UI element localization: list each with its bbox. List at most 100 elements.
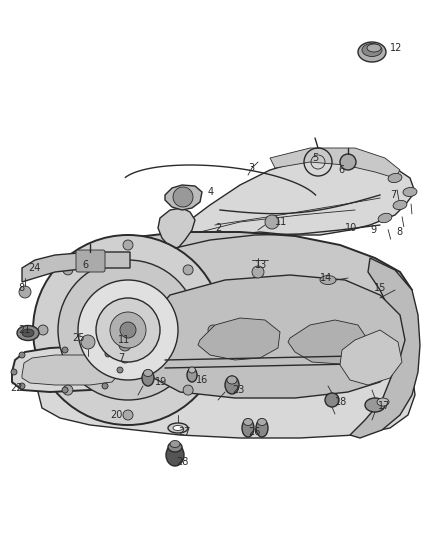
Polygon shape xyxy=(38,326,415,438)
Ellipse shape xyxy=(393,200,407,209)
Polygon shape xyxy=(12,346,130,392)
Text: 3: 3 xyxy=(248,163,254,173)
Circle shape xyxy=(123,410,133,420)
Circle shape xyxy=(183,385,193,395)
Text: 15: 15 xyxy=(374,283,386,293)
FancyBboxPatch shape xyxy=(76,250,105,272)
Text: 7: 7 xyxy=(390,190,396,200)
Circle shape xyxy=(265,215,279,229)
Circle shape xyxy=(19,286,31,298)
Circle shape xyxy=(208,325,218,335)
Ellipse shape xyxy=(227,376,237,384)
Ellipse shape xyxy=(170,440,180,448)
Circle shape xyxy=(252,266,264,278)
Ellipse shape xyxy=(166,444,184,466)
Text: 27: 27 xyxy=(178,427,191,437)
Ellipse shape xyxy=(367,44,381,52)
Ellipse shape xyxy=(378,213,392,223)
Circle shape xyxy=(38,325,48,335)
Text: 9: 9 xyxy=(370,225,376,235)
Circle shape xyxy=(19,383,25,389)
Polygon shape xyxy=(40,232,412,335)
Polygon shape xyxy=(175,155,415,248)
Ellipse shape xyxy=(320,276,336,285)
Text: 10: 10 xyxy=(345,223,357,233)
Text: 28: 28 xyxy=(176,457,188,467)
Circle shape xyxy=(19,352,25,358)
Ellipse shape xyxy=(242,419,254,437)
Circle shape xyxy=(120,322,136,338)
Circle shape xyxy=(183,265,193,275)
Ellipse shape xyxy=(244,418,252,425)
Text: 11: 11 xyxy=(118,335,130,345)
Ellipse shape xyxy=(403,188,417,197)
Text: 5: 5 xyxy=(312,153,318,163)
Ellipse shape xyxy=(362,44,382,56)
Text: 11: 11 xyxy=(275,217,287,227)
Polygon shape xyxy=(350,258,420,438)
Text: 7: 7 xyxy=(118,353,124,363)
Ellipse shape xyxy=(22,329,34,337)
Circle shape xyxy=(117,367,123,373)
Text: 26: 26 xyxy=(248,427,260,437)
Circle shape xyxy=(123,240,133,250)
Circle shape xyxy=(173,187,193,207)
Polygon shape xyxy=(138,275,405,398)
Polygon shape xyxy=(198,318,280,360)
Text: 16: 16 xyxy=(196,375,208,385)
Circle shape xyxy=(63,385,73,395)
Polygon shape xyxy=(22,355,118,385)
Text: 6: 6 xyxy=(82,260,88,270)
Text: 6: 6 xyxy=(338,165,344,175)
Polygon shape xyxy=(288,320,368,364)
Circle shape xyxy=(119,339,131,351)
Text: 25: 25 xyxy=(72,333,85,343)
Ellipse shape xyxy=(377,398,389,406)
Ellipse shape xyxy=(168,442,182,452)
Circle shape xyxy=(62,347,68,353)
Text: 8: 8 xyxy=(396,227,402,237)
Text: 14: 14 xyxy=(320,273,332,283)
Text: 2: 2 xyxy=(215,223,221,233)
Polygon shape xyxy=(165,185,202,210)
Polygon shape xyxy=(340,330,402,385)
Text: 20: 20 xyxy=(110,410,122,420)
Text: 8: 8 xyxy=(18,283,24,293)
Circle shape xyxy=(96,298,160,362)
Circle shape xyxy=(340,154,356,170)
Text: 13: 13 xyxy=(255,260,267,270)
Circle shape xyxy=(325,393,339,407)
Ellipse shape xyxy=(168,423,188,433)
Circle shape xyxy=(11,369,17,375)
Text: 23: 23 xyxy=(232,385,244,395)
Circle shape xyxy=(120,353,130,363)
Circle shape xyxy=(63,265,73,275)
Ellipse shape xyxy=(188,367,195,373)
Ellipse shape xyxy=(256,419,268,437)
Ellipse shape xyxy=(258,418,266,425)
Polygon shape xyxy=(158,208,195,248)
Circle shape xyxy=(58,260,198,400)
Circle shape xyxy=(110,312,146,348)
Ellipse shape xyxy=(225,376,239,394)
Ellipse shape xyxy=(17,326,39,341)
Polygon shape xyxy=(270,148,400,178)
Circle shape xyxy=(62,387,68,393)
Circle shape xyxy=(78,280,178,380)
Text: 19: 19 xyxy=(155,377,167,387)
Text: 22: 22 xyxy=(10,383,22,393)
Circle shape xyxy=(81,335,95,349)
Text: 18: 18 xyxy=(335,397,347,407)
Ellipse shape xyxy=(388,173,402,183)
Ellipse shape xyxy=(144,369,152,376)
Text: 12: 12 xyxy=(390,43,403,53)
Polygon shape xyxy=(22,252,130,282)
Circle shape xyxy=(105,351,111,357)
Ellipse shape xyxy=(358,42,386,62)
Ellipse shape xyxy=(365,398,385,412)
Circle shape xyxy=(33,235,223,425)
Text: 17: 17 xyxy=(378,401,390,411)
Ellipse shape xyxy=(173,425,183,431)
Text: 21: 21 xyxy=(18,325,30,335)
Ellipse shape xyxy=(142,370,154,386)
